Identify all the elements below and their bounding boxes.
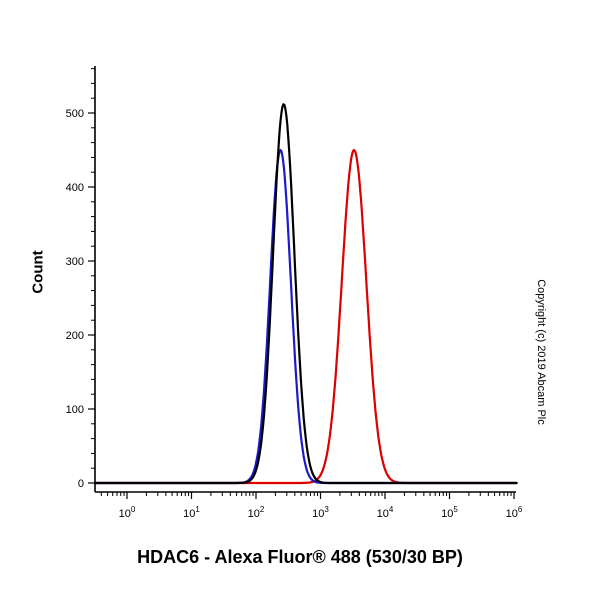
svg-text:0: 0 — [78, 478, 84, 490]
black-curve — [93, 103, 518, 485]
svg-text:101: 101 — [183, 505, 200, 520]
svg-text:105: 105 — [441, 505, 458, 520]
svg-text:103: 103 — [312, 505, 329, 520]
svg-text:102: 102 — [248, 505, 265, 520]
svg-text:500: 500 — [66, 108, 84, 120]
chart-title: HDAC6 - Alexa Fluor® 488 (530/30 BP) — [137, 547, 463, 567]
svg-text:400: 400 — [66, 182, 84, 194]
copyright-text: Copyright (c) 2019 Abcam Plc — [535, 279, 547, 425]
svg-text:300: 300 — [66, 256, 84, 268]
svg-text:100: 100 — [119, 505, 136, 520]
svg-text:106: 106 — [506, 505, 523, 520]
svg-text:200: 200 — [66, 330, 84, 342]
y-axis-title: Count — [29, 250, 47, 294]
svg-text:104: 104 — [377, 505, 394, 520]
y-axis-ticks: 0 100 200 300 400 500 — [66, 68, 95, 490]
histogram-plot: 0 100 200 300 400 500 100 101 102 103 104 105 106 — [66, 66, 523, 520]
svg-text:100: 100 — [66, 404, 84, 416]
axes — [94, 66, 516, 493]
x-axis-ticks: 100 101 102 103 104 105 106 — [100, 492, 523, 520]
curves — [93, 103, 518, 485]
